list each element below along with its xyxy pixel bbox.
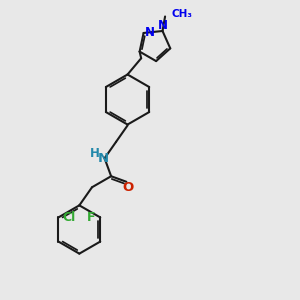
Text: CH₃: CH₃ [172, 9, 193, 19]
Text: F: F [87, 211, 96, 224]
Text: H: H [90, 147, 100, 160]
Text: N: N [98, 152, 109, 165]
Text: N: N [145, 26, 155, 40]
Text: N: N [158, 19, 167, 32]
Text: O: O [122, 181, 134, 194]
Text: Cl: Cl [62, 211, 75, 224]
